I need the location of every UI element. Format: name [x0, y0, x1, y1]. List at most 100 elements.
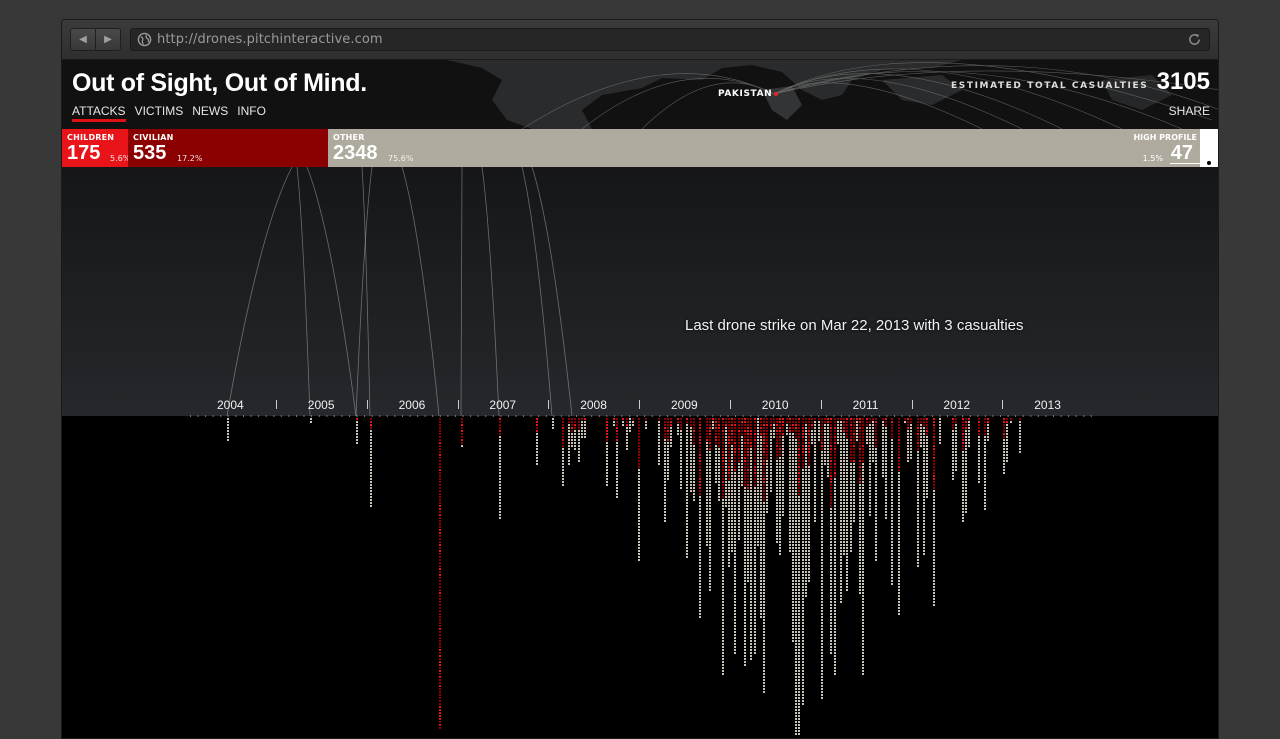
category-civilian[interactable]: CIVILIAN 535 17.2% [128, 129, 328, 167]
forward-button[interactable]: ▶ [95, 28, 121, 51]
casualty-square [722, 460, 724, 462]
casualty-square [770, 433, 772, 435]
casualty-square [798, 538, 800, 540]
casualty-square [846, 574, 848, 576]
casualty-square [677, 427, 679, 429]
casualty-square [439, 721, 441, 723]
month-tick [341, 415, 343, 417]
back-button[interactable]: ◀ [70, 28, 96, 51]
casualty-square [821, 580, 823, 582]
casualty-square [734, 481, 736, 483]
nav-victims[interactable]: VICTIMS [134, 104, 184, 118]
casualty-square [738, 466, 740, 468]
casualty-square [731, 445, 733, 447]
casualty-square [869, 496, 871, 498]
casualty-square [782, 436, 784, 438]
casualty-square [933, 604, 935, 606]
casualty-square [885, 451, 887, 453]
casualty-square [763, 616, 765, 618]
casualty-square [638, 481, 640, 483]
casualty-square [798, 547, 800, 549]
casualty-square [952, 460, 954, 462]
casualty-square [741, 433, 743, 435]
casualty-square [658, 424, 660, 426]
casualty-square [782, 427, 784, 429]
casualty-square [843, 511, 845, 513]
month-tick [810, 415, 812, 417]
casualty-square [744, 511, 746, 513]
casualty-square [795, 442, 797, 444]
casualty-square [439, 652, 441, 654]
casualty-square [718, 478, 720, 480]
casualty-square [789, 475, 791, 477]
nav-news[interactable]: NEWS [192, 104, 229, 118]
casualty-square [680, 430, 682, 432]
share-link[interactable]: SHARE [1168, 104, 1210, 118]
casualty-square [798, 454, 800, 456]
casualty-square [802, 616, 804, 618]
category-other[interactable]: OTHER 2348 75.6% [328, 129, 1200, 167]
casualty-square [709, 445, 711, 447]
casualty-square [917, 478, 919, 480]
casualty-square [850, 475, 852, 477]
casualty-square [933, 592, 935, 594]
casualty-square [952, 436, 954, 438]
casualty-square [923, 538, 925, 540]
casualty-square [718, 496, 720, 498]
casualty-square [686, 466, 688, 468]
casualty-square [875, 535, 877, 537]
casualty-square [439, 484, 441, 486]
casualty-square [699, 559, 701, 561]
casualty-square [568, 454, 570, 456]
casualty-square [706, 511, 708, 513]
casualty-square [770, 427, 772, 429]
casualty-square [616, 454, 618, 456]
casualty-square [859, 574, 861, 576]
casualty-square [850, 439, 852, 441]
casualty-square [461, 436, 463, 438]
browser-toolbar: ◀ ▶ http://drones.pitchinteractive.com [62, 20, 1218, 60]
address-bar[interactable]: http://drones.pitchinteractive.com [130, 28, 1210, 51]
casualty-square [439, 709, 441, 711]
casualty-square [370, 493, 372, 495]
casualty-square [776, 484, 778, 486]
casualty-square [840, 517, 842, 519]
casualty-square [891, 460, 893, 462]
casualty-square [917, 538, 919, 540]
casualty-square [722, 529, 724, 531]
casualty-square [763, 577, 765, 579]
casualty-square [562, 418, 564, 420]
casualty-square [744, 475, 746, 477]
casualty-square [693, 490, 695, 492]
casualty-square [699, 430, 701, 432]
casualty-square [626, 439, 628, 441]
casualty-square [786, 433, 788, 435]
category-high-profile[interactable] [1200, 129, 1218, 167]
casualty-square [754, 598, 756, 600]
casualty-square [814, 442, 816, 444]
casualty-square [722, 610, 724, 612]
casualty-square [978, 454, 980, 456]
casualty-square [818, 421, 820, 423]
casualty-square [898, 571, 900, 573]
nav-attacks[interactable]: ATTACKS [72, 104, 126, 122]
reload-icon[interactable] [1187, 32, 1202, 47]
casualty-square [638, 487, 640, 489]
casualty-square [904, 418, 906, 420]
casualty-square [754, 484, 756, 486]
casualty-square [760, 583, 762, 585]
category-children[interactable]: CHILDREN 175 5.6% [62, 129, 128, 167]
casualty-square [757, 505, 759, 507]
casualty-square [827, 418, 829, 420]
casualty-square [859, 523, 861, 525]
casualty-square [843, 499, 845, 501]
casualty-square [638, 451, 640, 453]
casualty-square [715, 421, 717, 423]
casualty-square [798, 430, 800, 432]
casualty-square [718, 439, 720, 441]
casualty-square [952, 475, 954, 477]
casualty-square [830, 628, 832, 630]
casualty-square [699, 460, 701, 462]
casualty-square [805, 511, 807, 513]
nav-info[interactable]: INFO [237, 104, 266, 118]
